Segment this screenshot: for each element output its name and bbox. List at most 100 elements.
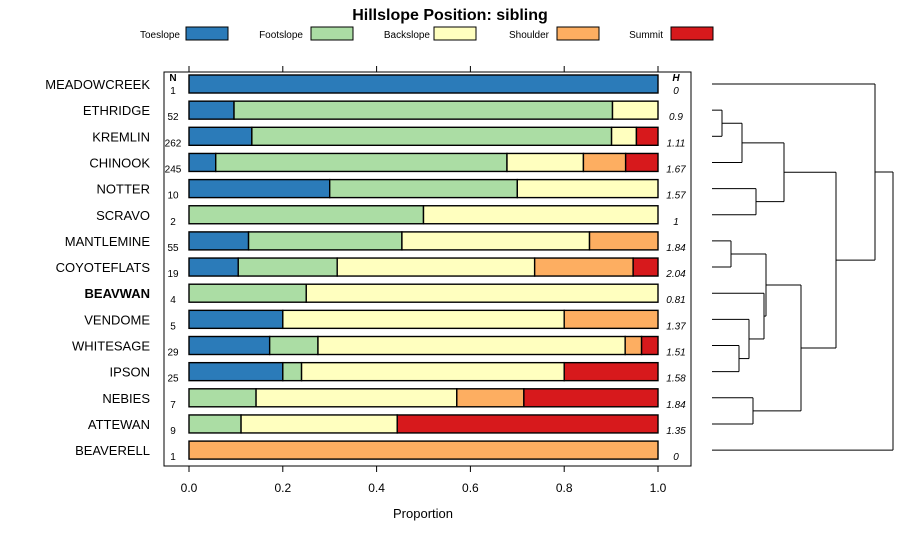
bar-segment-shoulder [582, 152, 627, 173]
bar-segment-footslope [237, 257, 338, 277]
bar-row: BEAVERELL 1 0 [75, 440, 679, 463]
bar-segment-backslope [305, 283, 659, 303]
row-label: KREMLIN [92, 129, 150, 144]
legend-label-backslope: Backslope [384, 30, 431, 41]
row-h-value: 0 [673, 86, 679, 97]
row-label: BEAVWAN [85, 286, 150, 301]
bar-row: NOTTER 10 1.57 [97, 178, 686, 202]
row-n-value: 245 [165, 164, 182, 175]
bar-segment-footslope [268, 335, 319, 356]
bar-row: VENDOME 5 1.37 [84, 309, 686, 332]
bar-row: WHITESAGE 29 1.51 [72, 335, 686, 359]
row-h-value: 1.67 [666, 164, 686, 175]
row-label: CHINOOK [89, 155, 150, 170]
bar-segment-footslope [215, 152, 508, 173]
row-label: IPSON [110, 365, 150, 380]
x-tick-label: 1.0 [650, 481, 667, 495]
chart-title: Hillslope Position: sibling [352, 7, 548, 24]
row-label: MEADOWCREEK [45, 77, 150, 92]
row-n-value: 1 [170, 452, 176, 463]
bar-segment-backslope [300, 361, 565, 382]
bar-segment-backslope [506, 152, 585, 173]
bar-segment-shoulder [533, 257, 634, 277]
bar-segment-footslope [188, 388, 257, 408]
row-n-value: 55 [167, 243, 179, 254]
row-n-value: 4 [170, 295, 176, 306]
row-label: WHITESAGE [72, 339, 150, 354]
row-n-value: 29 [167, 348, 179, 359]
row-n-value: 7 [170, 400, 176, 411]
row-h-value: 1 [673, 217, 679, 228]
bar-segment-summit [624, 152, 659, 173]
row-h-value: 1.84 [666, 243, 686, 254]
bar-row: IPSON 25 1.58 [110, 361, 686, 385]
x-axis-title: Proportion [393, 506, 453, 521]
bar-segment-summit [523, 388, 659, 408]
bar-segment-summit [563, 361, 659, 382]
legend-swatch-toeslope [185, 26, 229, 41]
row-label: VENDOME [84, 312, 150, 327]
legend-swatch-footslope [310, 26, 354, 41]
x-tick-label: 0.2 [274, 481, 291, 495]
bar-segment-backslope [401, 231, 591, 251]
bar-segment-footslope [188, 283, 307, 303]
bar-segment-backslope [516, 178, 659, 199]
row-h-value: 0.9 [669, 112, 683, 123]
bar-row: SCRAVO 2 1 [96, 205, 679, 228]
bar-segment-footslope [282, 361, 303, 382]
x-axis: 0.0 0.2 0.4 0.6 0.8 1.0 [181, 66, 667, 495]
bar-segment-backslope [336, 257, 536, 277]
bar-segment-summit [635, 126, 659, 147]
dendrogram [712, 83, 894, 451]
plot-frame [163, 71, 692, 467]
bar-segment-toeslope [188, 100, 235, 120]
bar-segment-summit [640, 335, 659, 356]
row-n-value: 52 [167, 112, 179, 123]
bar-segment-toeslope [188, 126, 253, 147]
row-h-value: 0.81 [666, 295, 685, 306]
row-h-value: 1.84 [666, 400, 686, 411]
row-h-value: 2.04 [665, 269, 686, 280]
legend-label-toeslope: Toeslope [140, 30, 180, 41]
bar-segment-backslope [611, 100, 659, 120]
bar-segment-footslope [188, 414, 242, 434]
row-label: COYOTEFLATS [56, 260, 151, 275]
row-label: ATTEWAN [88, 417, 150, 432]
legend-swatch-summit [670, 26, 714, 41]
x-tick-label: 0.6 [462, 481, 479, 495]
bar-segment-toeslope [188, 309, 284, 330]
bar-segment-toeslope [188, 152, 217, 173]
row-n-value: 9 [170, 426, 176, 437]
legend-label-summit: Summit [629, 30, 663, 41]
bar-segment-shoulder [188, 440, 659, 460]
bar-row: KREMLIN 262 1.11 [92, 126, 686, 149]
row-n-value: 2 [170, 217, 176, 228]
bar-rows: MEADOWCREEK 1 0 ETHRIDGE 52 0.9 KREMLIN 262 1.11… [45, 74, 686, 463]
row-label: MANTLEMINE [65, 234, 151, 249]
bar-segment-backslope [610, 126, 638, 147]
x-tick-label: 0.0 [181, 481, 198, 495]
row-h-value: 1.51 [666, 348, 685, 359]
row-h-value: 1.11 [667, 138, 686, 149]
bar-row: COYOTEFLATS 19 2.04 [56, 257, 686, 280]
bar-segment-backslope [317, 335, 626, 356]
bar-segment-backslope [255, 388, 458, 408]
legend-label-shoulder: Shoulder [509, 30, 550, 41]
legend-swatch-backslope [433, 26, 477, 41]
bar-row: ETHRIDGE 52 0.9 [83, 100, 683, 123]
bar-segment-shoulder [456, 388, 525, 408]
bar-segment-backslope [282, 309, 565, 330]
bar-segment-toeslope [188, 178, 331, 199]
row-h-value: 1.37 [666, 321, 686, 332]
row-h-value: 1.58 [666, 374, 686, 385]
bar-row: NEBIES 7 1.84 [102, 388, 686, 411]
row-n-value: 262 [165, 138, 182, 149]
row-h-value: 1.35 [666, 426, 686, 437]
bar-segment-toeslope [188, 231, 250, 251]
bar-segment-toeslope [188, 361, 284, 382]
legend-swatch-shoulder [556, 26, 600, 41]
bar-segment-toeslope [188, 74, 659, 94]
row-label: ETHRIDGE [83, 103, 151, 118]
row-label: NEBIES [102, 391, 150, 406]
